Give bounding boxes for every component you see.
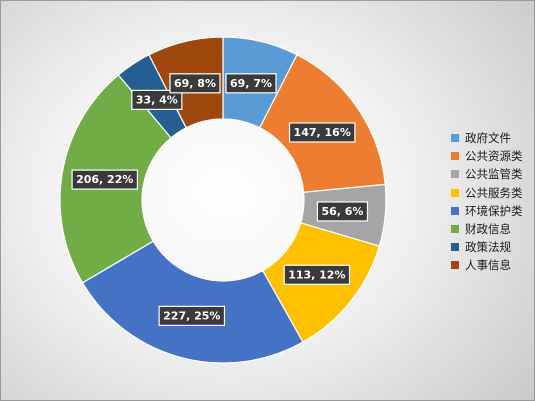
data-labels-group: 69, 7% 147, 16% 56, 6% 113, 12% 227, 25% 206,… bbox=[71, 73, 369, 326]
data-label-3: 113, 12% bbox=[283, 264, 351, 285]
data-label-text-7: 69, 8% bbox=[174, 77, 216, 90]
legend-swatch-3 bbox=[451, 188, 459, 197]
slices-group bbox=[59, 36, 387, 364]
legend-label-2: 公共监管类 bbox=[465, 167, 523, 182]
legend-item-6: 政策法规 bbox=[451, 238, 523, 256]
legend-swatch-5 bbox=[451, 225, 459, 234]
data-label-1: 147, 16% bbox=[288, 122, 356, 143]
legend-item-3: 公共服务类 bbox=[451, 184, 523, 202]
legend-label-3: 公共服务类 bbox=[465, 185, 523, 200]
data-label-text-2: 56, 6% bbox=[321, 205, 363, 218]
data-label-box-4 bbox=[158, 305, 226, 326]
data-label-2: 56, 6% bbox=[316, 201, 369, 222]
legend-swatch-1 bbox=[451, 152, 459, 161]
legend-label-5: 财政信息 bbox=[465, 222, 511, 237]
legend: 政府文件公共资源类公共监管类公共服务类环境保护类财政信息政策法规人事信息 bbox=[451, 129, 523, 275]
legend-label-0: 政府文件 bbox=[465, 131, 511, 146]
data-label-box-5 bbox=[71, 169, 139, 190]
legend-label-7: 人事信息 bbox=[465, 258, 511, 273]
legend-swatch-2 bbox=[451, 170, 459, 179]
data-label-text-1: 147, 16% bbox=[294, 126, 351, 139]
data-label-box-7 bbox=[169, 73, 221, 94]
legend-item-0: 政府文件 bbox=[451, 129, 523, 147]
data-label-box-6 bbox=[131, 89, 183, 110]
legend-label-1: 公共资源类 bbox=[465, 149, 523, 164]
data-label-4: 227, 25% bbox=[158, 305, 226, 326]
legend-label-6: 政策法规 bbox=[465, 240, 511, 255]
data-label-5: 206, 22% bbox=[71, 169, 139, 190]
legend-swatch-0 bbox=[451, 134, 459, 143]
legend-item-2: 公共监管类 bbox=[451, 165, 523, 183]
data-label-7: 69, 8% bbox=[169, 73, 221, 94]
legend-item-7: 人事信息 bbox=[451, 256, 523, 274]
data-label-box-0 bbox=[225, 73, 277, 94]
data-label-0: 69, 7% bbox=[225, 73, 277, 94]
data-label-text-5: 206, 22% bbox=[76, 173, 133, 186]
data-label-box-2 bbox=[316, 201, 369, 222]
legend-swatch-7 bbox=[451, 261, 459, 270]
data-label-text-0: 69, 7% bbox=[230, 77, 272, 90]
data-label-box-3 bbox=[283, 264, 351, 285]
data-label-6: 33, 4% bbox=[131, 89, 183, 110]
legend-item-4: 环境保护类 bbox=[451, 202, 523, 220]
data-label-text-3: 113, 12% bbox=[288, 268, 345, 281]
legend-swatch-4 bbox=[451, 206, 459, 215]
legend-swatch-6 bbox=[451, 243, 459, 252]
legend-item-1: 公共资源类 bbox=[451, 147, 523, 165]
legend-item-5: 财政信息 bbox=[451, 220, 523, 238]
legend-label-4: 环境保护类 bbox=[465, 203, 523, 218]
data-label-box-1 bbox=[288, 122, 356, 143]
slice-4 bbox=[81, 240, 304, 364]
data-label-text-4: 227, 25% bbox=[163, 309, 220, 322]
data-label-text-6: 33, 4% bbox=[136, 93, 178, 106]
